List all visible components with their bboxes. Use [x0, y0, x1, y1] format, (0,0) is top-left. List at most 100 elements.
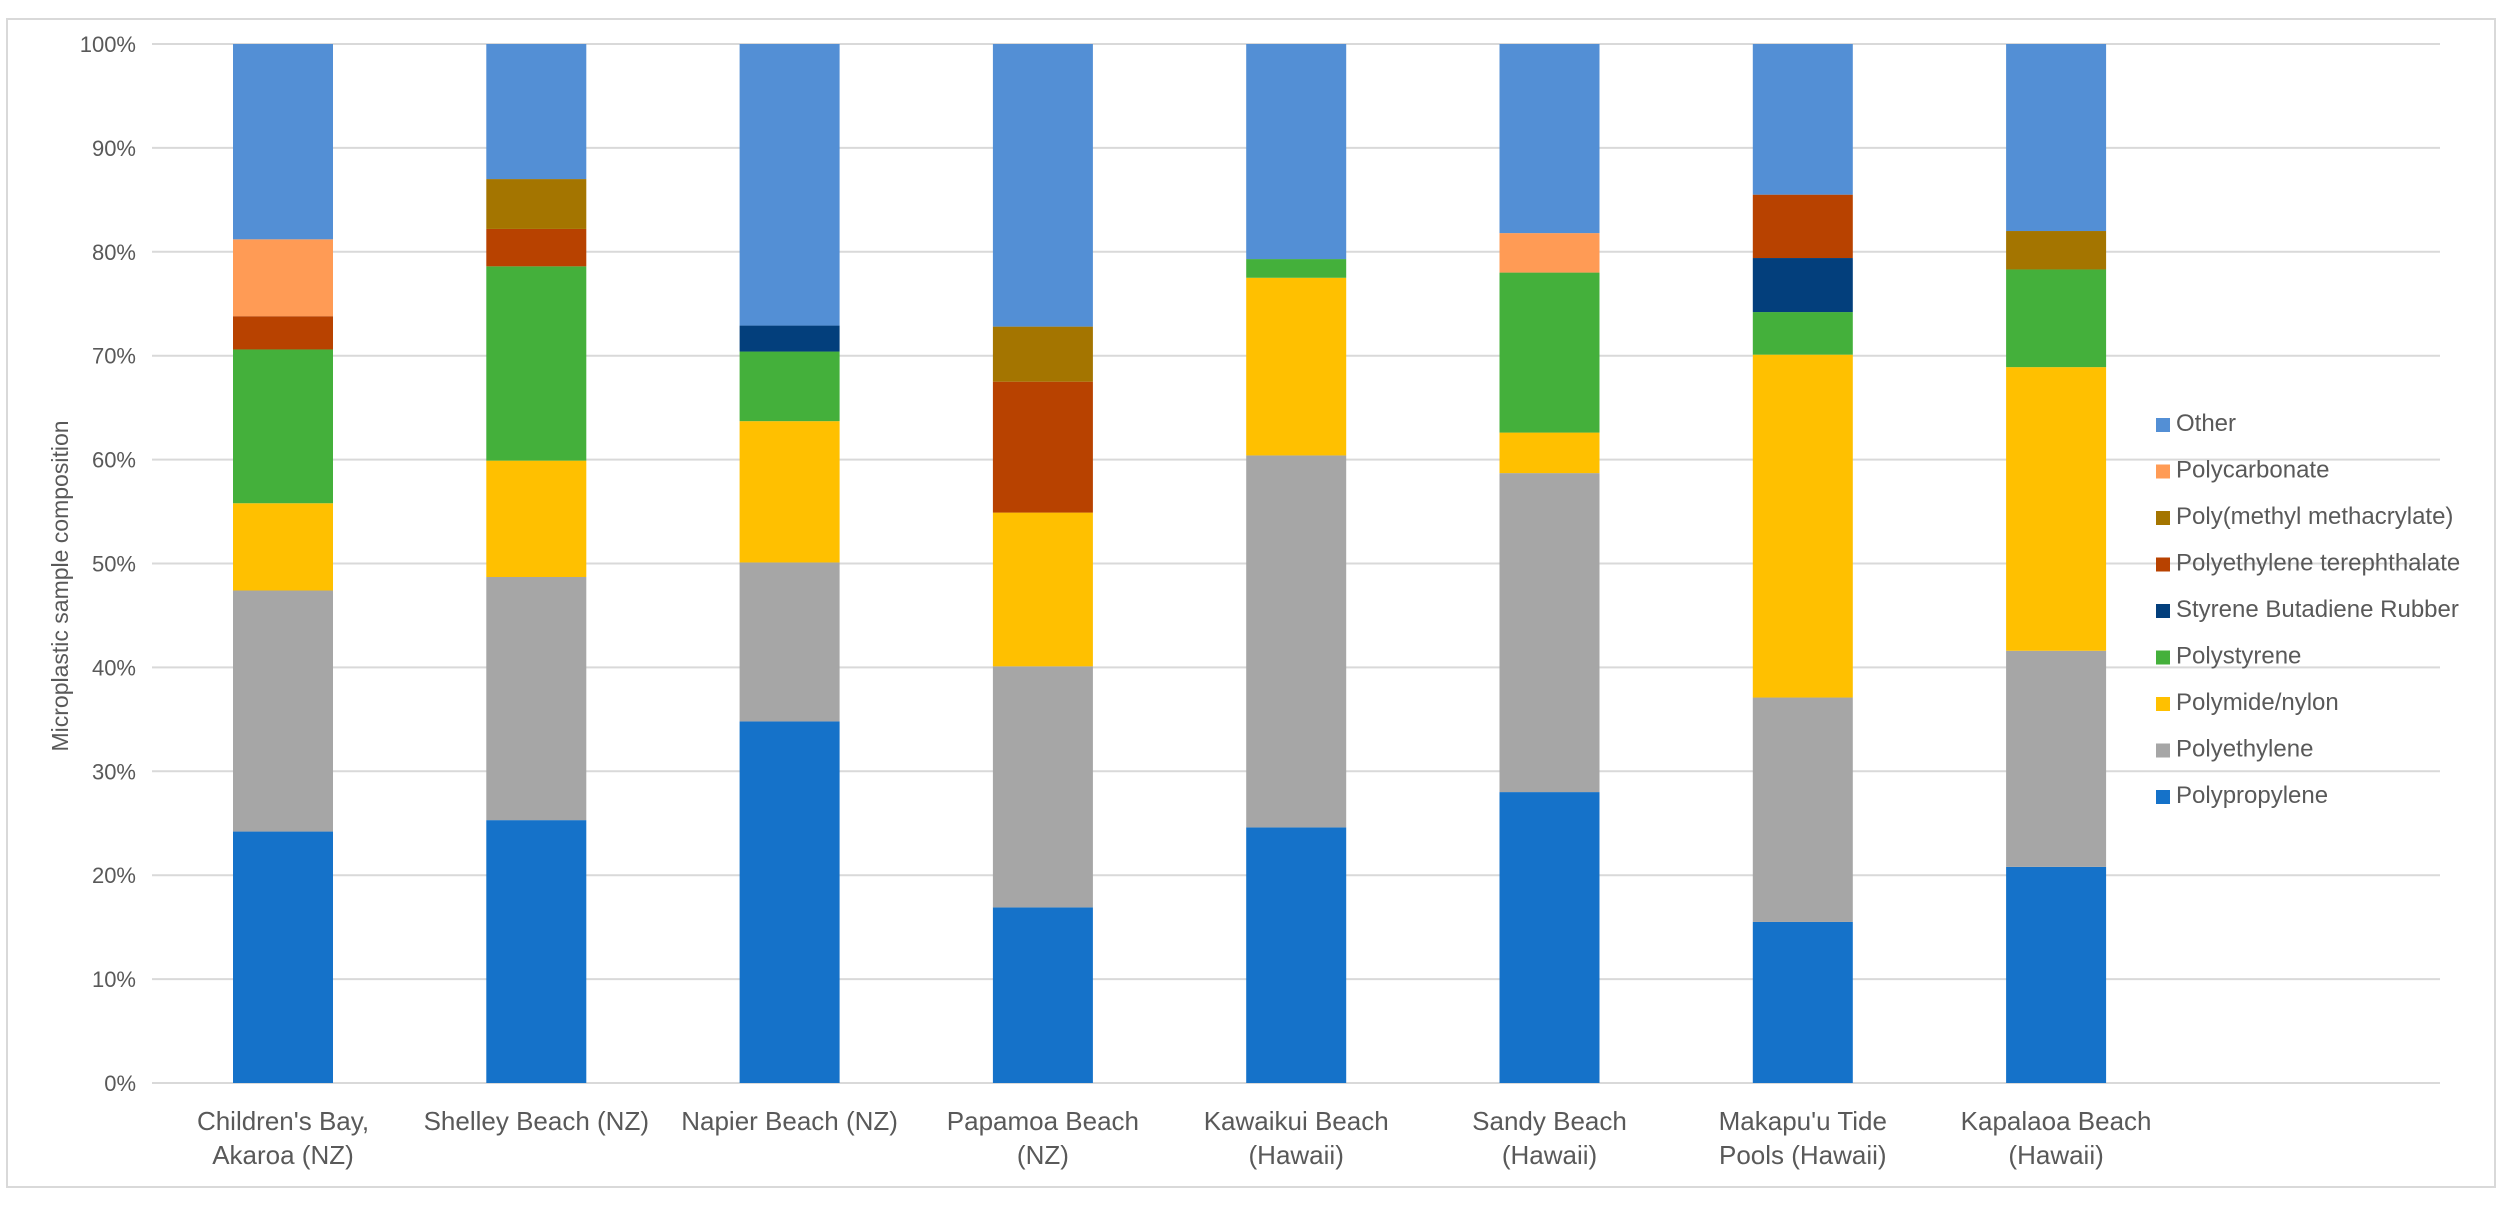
bar-segment: Polypropylene: 34.8% [739, 721, 840, 1083]
x-category-label: Kawaikui Beach (Hawaii) [1204, 1106, 1389, 1170]
legend-swatch [2156, 511, 2170, 525]
bar-segment: Other: 20.7% [1246, 44, 1347, 260]
bar-segment: Polymide/nylon: 27.3% [2006, 367, 2107, 651]
bar-segment: Polyethylene terephthalate: 6.1% [1752, 194, 1853, 259]
bar-segment: Polyethylene: 15.3% [739, 562, 840, 722]
bar-segment: Polycarbonate: 3.8% [1499, 233, 1600, 273]
bar-stack: Polypropylene: 16.9%Polyethylene: 23.2%P… [992, 44, 1093, 1083]
legend-label: Poly(methyl methacrylate) [2176, 503, 2453, 530]
bar-segment: Other: 18% [2006, 44, 2107, 232]
bar-segment: Poly(methyl methacrylate): 5.3% [992, 326, 1093, 382]
legend-swatch [2156, 790, 2170, 804]
legend-item: Polyethylene terephthalate [2156, 550, 2460, 577]
bar-segment: Polystyrene: 4.1% [1752, 312, 1853, 355]
bar-segment: Other: 27.1% [739, 44, 840, 326]
bar-segment: Polypropylene: 16.9% [992, 907, 1093, 1083]
bar-segment: Polypropylene: 15.5% [1752, 921, 1853, 1083]
legend-item: Polystyrene [2156, 643, 2301, 670]
bar-segment: Polyethylene: 23.4% [486, 577, 587, 821]
bar-stack: Polypropylene: 25.3%Polyethylene: 23.4%P… [486, 44, 587, 1083]
bar-segment: Polyethylene: 20.8% [2006, 650, 2107, 867]
y-tick-label: 90% [92, 136, 136, 161]
legend-item: Polycarbonate [2156, 457, 2329, 484]
bar-stack: Polypropylene: 34.8%Polyethylene: 15.3% P… [739, 44, 840, 1083]
y-tick-label: 10% [92, 967, 136, 992]
x-category-label: Makapu'u Tide Pools (Hawaii) [1719, 1106, 1887, 1170]
x-category-label: Shelley Beach (NZ) [424, 1106, 649, 1136]
y-tick-label: 30% [92, 759, 136, 784]
bar-segment: Styrene Butadiene Rubber: 2.5% [739, 325, 840, 352]
legend-swatch [2156, 604, 2170, 618]
bar-stack: Polypropylene: 20.8%Polyethylene: 20.8%P… [2006, 44, 2107, 1083]
bar-segment: Polyethylene: 35.8% [1246, 455, 1347, 828]
legend-item: Polymide/nylon [2156, 689, 2339, 716]
y-axis-label: Microplastic sample composition [47, 420, 73, 751]
y-tick-label: 20% [92, 863, 136, 888]
y-tick-label: 60% [92, 448, 136, 473]
y-tick-label: 40% [92, 655, 136, 680]
y-axis-ticks: 0% 10% 20% 30% 40% 50% 60% 70% 80% 90% 100% [80, 32, 136, 1096]
bar-stack: Polypropylene: 24.2%Polyethylene: 23.2%P… [233, 44, 333, 1083]
bar-stack: Polypropylene: 24.6%Polyethylene: 35.8%P… [1246, 44, 1347, 1083]
bar-segment: Polyethylene: 23.2% [992, 666, 1093, 908]
legend-swatch [2156, 697, 2170, 711]
bar-segment: Polypropylene: 28% [1499, 792, 1600, 1083]
bar-segment: Polyethylene: 23.2% [233, 590, 333, 832]
legend-label: Polypropylene [2176, 782, 2328, 809]
bar-stack: Polypropylene: 15.5%Polyethylene: 21.6% P… [1752, 44, 1853, 1083]
bar-segment: Poly(methyl methacrylate): 3.7% [2006, 231, 2107, 270]
bar-series: Polypropylene: 24.2%Polyethylene: 23.2%P… [233, 44, 2107, 1083]
bar-stack: Polypropylene: 28%Polyethylene: 30.7%Pol… [1499, 44, 1600, 1083]
bar-segment: Polystyrene: 15.4% [1499, 272, 1600, 433]
legend-item: Polyethylene [2156, 736, 2313, 763]
bar-segment: Styrene Butadiene Rubber: 5.2% [1752, 258, 1853, 313]
legend-swatch [2156, 650, 2170, 665]
x-category-label: Napier Beach (NZ) [681, 1106, 898, 1136]
legend-item: Poly(methyl methacrylate) [2156, 503, 2453, 530]
bar-segment: Polymide/nylon: 17.1% [1246, 277, 1347, 456]
bar-segment: Polypropylene: 25.3% [486, 820, 587, 1083]
x-category-label: Children's Bay, Akaroa (NZ) [197, 1106, 369, 1170]
legend-label: Polycarbonate [2176, 457, 2329, 484]
legend-swatch [2156, 557, 2170, 572]
legend-item: Other [2156, 410, 2236, 437]
bar-segment: Other: 27.2% [992, 44, 1093, 327]
bar-segment: Polystyrene: 6.7% [739, 351, 840, 422]
x-category-label: Papamoa Beach (NZ) [947, 1106, 1139, 1170]
y-tick-label: 80% [92, 240, 136, 265]
x-category-label: Kapalaoa Beach (Hawaii) [1961, 1106, 2152, 1170]
bar-segment: Polypropylene: 24.2% [233, 831, 333, 1083]
bar-segment: Polypropylene: 20.8% [2006, 866, 2107, 1083]
bar-segment: Polyethylene: 21.6% [1752, 697, 1853, 922]
bar-segment: Polyethylene: 30.7% [1499, 473, 1600, 793]
bar-segment: Polymide/nylon: 8.4% [233, 503, 333, 591]
legend-swatch [2156, 464, 2170, 479]
bar-segment: Other: 18.8% [233, 44, 333, 240]
bar-segment: Other: 13% [486, 44, 587, 180]
legend-label: Polyethylene terephthalate [2176, 550, 2460, 577]
legend-label: Other [2176, 410, 2236, 437]
legend-label: Styrene Butadiene Rubber [2176, 596, 2459, 623]
bar-segment: Polymide/nylon: 3.9% [1499, 432, 1600, 474]
y-tick-label: 50% [92, 552, 136, 577]
legend-label: Polystyrene [2176, 643, 2301, 670]
bar-segment: Polyethylene terephthalate: 3.6% [486, 228, 587, 267]
bar-segment: Poly(methyl methacrylate): 4.8% [486, 179, 587, 229]
legend: Other Polycarbonate Poly(methyl methacryla… [2156, 410, 2460, 809]
bar-segment: Other: 18.2% [1499, 44, 1600, 234]
legend-label: Polyethylene [2176, 736, 2313, 763]
legend-swatch [2156, 418, 2170, 432]
legend-item: Styrene Butadiene Rubber [2156, 596, 2459, 623]
y-tick-label: 0% [104, 1071, 136, 1096]
bar-segment: Polystyrene: 9.4% [2006, 269, 2107, 368]
bar-segment: Polyethylene terephthalate: 3.2% [233, 316, 333, 350]
legend-item: Polypropylene [2156, 782, 2328, 809]
y-tick-label: 100% [80, 32, 136, 57]
x-category-label: Sandy Beach (Hawaii) [1472, 1106, 1627, 1170]
y-tick-label: 70% [92, 344, 136, 369]
bar-segment: Polymide/nylon: 14.8% [992, 512, 1093, 667]
bar-segment: Polypropylene: 24.6% [1246, 827, 1347, 1083]
legend-swatch [2156, 743, 2170, 758]
bar-segment: Polymide/nylon: 11.2% [486, 460, 587, 578]
bar-segment: Other: 14.5% [1752, 44, 1853, 195]
